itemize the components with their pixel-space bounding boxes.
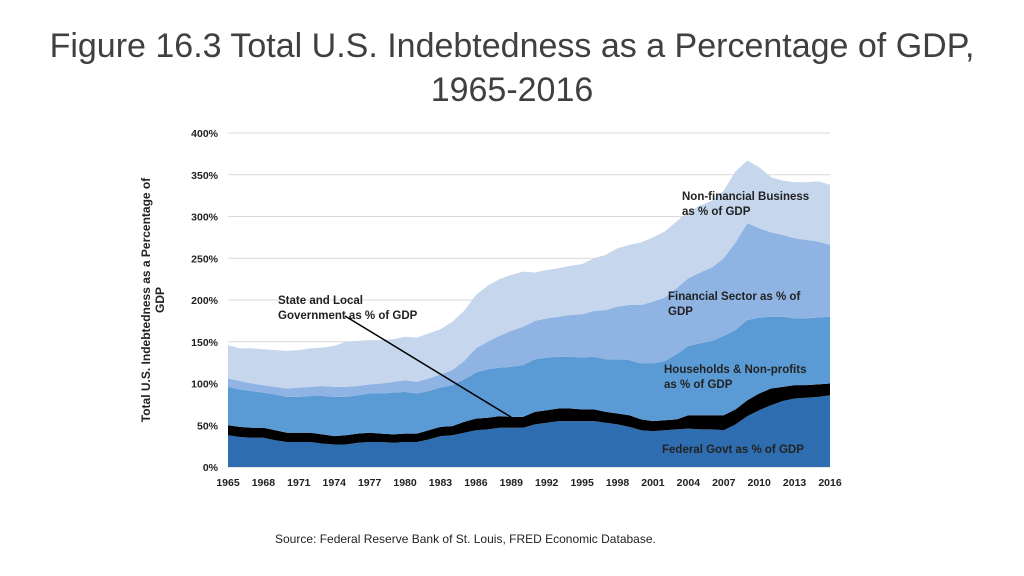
label-nonfinancial-line2: as % of GDP — [682, 206, 751, 218]
label-nonfinancial-line1: Non-financial Business — [682, 191, 809, 203]
area-federal — [228, 395, 830, 467]
x-tick-label: 2007 — [712, 477, 736, 489]
label-financial-line1: Financial Sector as % of — [668, 291, 800, 303]
label-households-line2: as % of GDP — [664, 379, 733, 391]
statelocal-pointer-line — [344, 315, 512, 418]
y-tick-label: 400% — [191, 128, 219, 140]
x-tick-label: 1968 — [252, 477, 276, 489]
x-tick-label: 2004 — [677, 477, 701, 489]
slide-title-line2: 1965-2016 — [430, 71, 594, 109]
label-financial-line2: GDP — [668, 306, 693, 318]
y-axis-title-line2: GDP — [153, 287, 167, 313]
slide-title: Figure 16.3 Total U.S. Indebtedness as a… — [40, 24, 984, 112]
x-tick-label: 2001 — [641, 477, 665, 489]
x-tick-label: 2013 — [783, 477, 807, 489]
area-nonfinancial — [228, 160, 830, 389]
x-tick-label: 1974 — [323, 477, 347, 489]
y-tick-label: 0% — [203, 462, 219, 474]
x-axis-ticks: 1965 1968 1971 1974 1977 1980 1983 1986 1989 1992… — [216, 477, 842, 489]
x-tick-label: 1965 — [216, 477, 240, 489]
label-statelocal-line2: Government as % of GDP — [278, 310, 418, 322]
y-tick-label: 300% — [191, 212, 219, 224]
y-axis-title-line1: Total U.S. Indebtedness as a Percentage … — [139, 177, 153, 423]
label-households-line1: Households & Non-profits — [664, 364, 806, 376]
area-labels: Non-financial Business as % of GDP Finan… — [278, 191, 809, 456]
stacked-areas — [228, 160, 830, 467]
area-households — [228, 316, 830, 437]
x-tick-label: 1983 — [429, 477, 453, 489]
slide-title-line1: Figure 16.3 Total U.S. Indebtedness as a… — [49, 27, 975, 65]
x-tick-label: 2010 — [747, 477, 771, 489]
area-financial — [228, 223, 830, 397]
source-note: Source: Federal Reserve Bank of St. Loui… — [275, 532, 656, 546]
x-tick-label: 1998 — [606, 477, 630, 489]
y-tick-label: 50% — [197, 420, 219, 432]
y-tick-label: 100% — [191, 379, 219, 391]
y-tick-label: 250% — [191, 253, 219, 265]
y-tick-label: 200% — [191, 295, 219, 307]
x-tick-label: 1989 — [500, 477, 524, 489]
x-tick-label: 1986 — [464, 477, 488, 489]
label-statelocal-line1: State and Local — [278, 295, 363, 307]
label-federal: Federal Govt as % of GDP — [662, 444, 804, 456]
x-tick-label: 1977 — [358, 477, 382, 489]
y-axis-ticks: 0% 50% 100% 150% 200% 250% 300% 350% 400% — [191, 128, 219, 474]
area-state-local — [228, 383, 830, 445]
y-tick-label: 350% — [191, 170, 219, 182]
x-tick-label: 1980 — [393, 477, 417, 489]
x-tick-label: 1992 — [535, 477, 559, 489]
x-tick-label: 1971 — [287, 477, 311, 489]
x-tick-label: 2016 — [818, 477, 842, 489]
x-tick-label: 1995 — [570, 477, 594, 489]
y-tick-label: 150% — [191, 337, 219, 349]
